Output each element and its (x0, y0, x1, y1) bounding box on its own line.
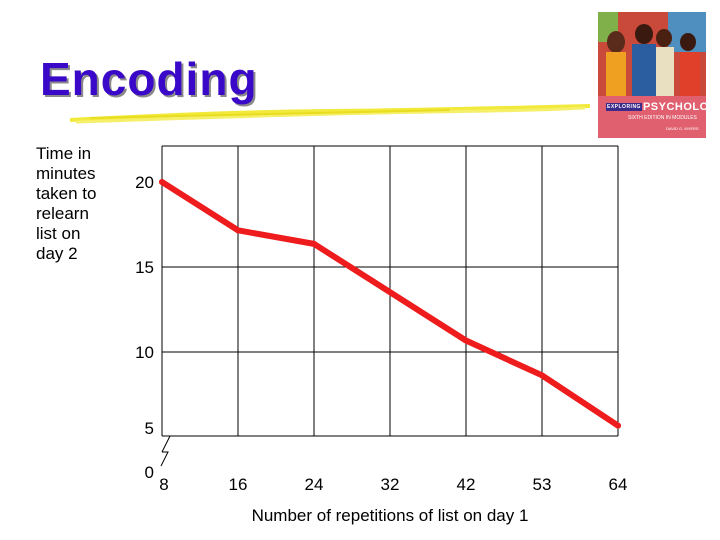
y-axis-label-line: minutes (36, 164, 96, 183)
y-axis-label: Time in minutes taken to relearn list on… (36, 144, 126, 264)
book-subtitle: SIXTH EDITION IN MODULES (628, 115, 697, 121)
x-tick-label: 53 (533, 475, 552, 494)
book-cover-art (598, 12, 706, 138)
data-point (539, 372, 545, 379)
data-point (615, 422, 621, 429)
book-brand-prefix: EXPLORING (606, 103, 642, 112)
y-axis-label-line: relearn (36, 204, 89, 223)
data-point (311, 240, 317, 247)
y-axis-label-line: list on (36, 224, 81, 243)
book-author: DAVID G. MYERS (666, 126, 699, 131)
x-axis-title: Number of repetitions of list on day 1 (251, 506, 529, 525)
title-underline (70, 104, 590, 124)
book-cover-image: EXPLORINGPSYCHOLOGY SIXTH EDITION IN MOD… (598, 12, 706, 138)
data-point (235, 227, 241, 234)
x-tick-label: 16 (229, 475, 248, 494)
y-axis-label-line: Time in (36, 144, 92, 163)
y-tick-label: 20 (135, 173, 154, 192)
data-series-line (159, 179, 621, 429)
x-tick-label: 42 (457, 475, 476, 494)
y-tick-label: 5 (145, 419, 154, 438)
x-tick-label: 64 (609, 475, 628, 494)
book-brand-name: PSYCHOLOGY (642, 101, 706, 113)
x-tick-label: 24 (305, 475, 324, 494)
y-axis-label-line: taken to (36, 184, 97, 203)
x-tick-label: 32 (381, 475, 400, 494)
y-tick-label: 15 (135, 258, 154, 277)
y-tick-label: 10 (135, 343, 154, 362)
data-point (463, 337, 469, 344)
data-point (159, 179, 165, 185)
x-tick-label: 8 (159, 475, 168, 494)
slide-title: Encoding (40, 53, 258, 105)
book-brand: EXPLORINGPSYCHOLOGY (606, 101, 706, 113)
y-tick-label: 0 (145, 463, 154, 482)
axis-break-mark (160, 435, 171, 467)
y-axis-label-line: day 2 (36, 244, 78, 263)
